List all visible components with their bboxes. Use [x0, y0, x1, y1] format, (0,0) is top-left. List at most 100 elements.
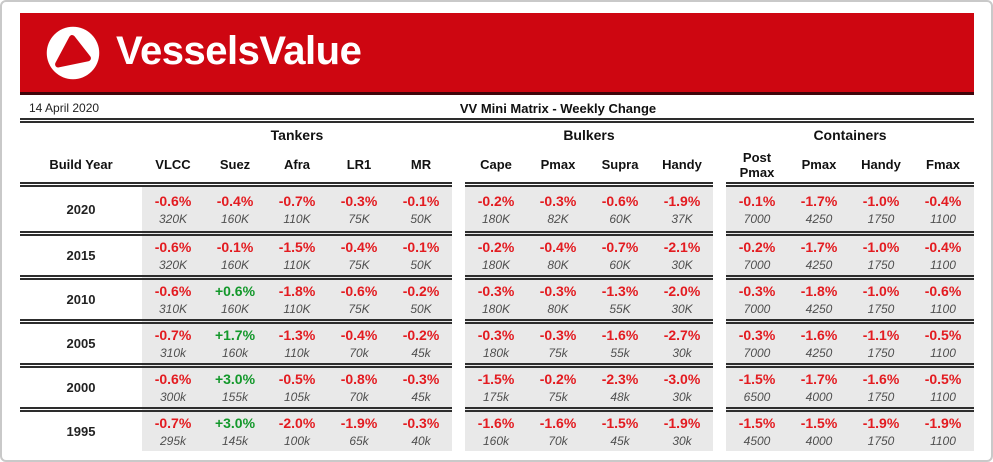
vessel-size-value: 70k: [349, 346, 369, 360]
matrix-cell: -1.8% 110K: [266, 275, 328, 319]
weekly-change-value: -1.5%: [477, 371, 515, 387]
matrix-cell: -0.7% 310k: [142, 319, 204, 363]
vessel-size-value: 7000: [743, 302, 771, 316]
build-year-cell: 1995: [20, 407, 142, 451]
vessel-size-value: 48k: [610, 390, 630, 404]
vessel-size-value: 45k: [411, 390, 431, 404]
matrix-cell: -2.0% 100k: [266, 407, 328, 451]
weekly-change-value: -2.7%: [663, 327, 701, 343]
vessel-size-value: 7000: [743, 258, 771, 272]
build-year-cell: 2015: [20, 231, 142, 275]
column-header-mr: MR: [390, 147, 452, 187]
matrix-cell: -1.6% 160k: [465, 407, 527, 451]
weekly-change-value: -0.3%: [340, 192, 378, 209]
brand-banner: VesselsValue: [20, 13, 974, 95]
vessel-size-value: 45k: [610, 434, 630, 448]
weekly-change-value: -0.5%: [924, 327, 962, 343]
matrix-cell: -3.0% 30k: [651, 363, 713, 407]
column-header-lr1: LR1: [328, 147, 390, 187]
matrix-cell: -1.6% 55k: [589, 319, 651, 363]
matrix-cell: -0.3% 45k: [390, 363, 452, 407]
matrix-cell: -1.5% 4500: [726, 407, 788, 451]
column-gap: [452, 147, 465, 187]
matrix-cell: -1.7% 4250: [788, 187, 850, 231]
vessel-size-value: 4500: [743, 434, 771, 448]
vessel-size-value: 75K: [348, 211, 370, 226]
matrix-cell: -0.7% 60K: [589, 231, 651, 275]
build-year-cell: 2020: [20, 187, 142, 231]
matrix-cell: -0.2% 45k: [390, 319, 452, 363]
column-gap: [713, 363, 726, 407]
matrix-cell: -0.3% 75K: [328, 187, 390, 231]
weekly-change-value: -0.6%: [154, 239, 192, 255]
weekly-change-value: -2.1%: [663, 239, 701, 255]
weekly-change-value: -1.7%: [800, 371, 838, 387]
matrix-cell: -0.6% 320K: [142, 231, 204, 275]
weekly-change-value: -0.6%: [601, 192, 639, 209]
vessel-size-value: 65k: [349, 434, 369, 448]
weekly-change-value: -0.8%: [340, 371, 378, 387]
column-header-afra: Afra: [266, 147, 328, 187]
vessel-size-value: 37K: [671, 211, 693, 226]
weekly-change-value: -1.9%: [924, 415, 962, 431]
vessel-size-value: 30k: [672, 434, 692, 448]
weekly-change-value: -1.8%: [278, 283, 316, 299]
matrix-cell: -0.3% 180k: [465, 319, 527, 363]
vessel-size-value: 1100: [930, 434, 956, 448]
vessel-size-value: 75K: [348, 258, 370, 272]
column-gap: [713, 407, 726, 451]
group-header-tankers: Tankers: [270, 127, 324, 143]
matrix-cell: -0.3% 7000: [726, 319, 788, 363]
vessel-size-value: 110k: [284, 346, 310, 360]
weekly-change-value: -1.7%: [800, 239, 838, 255]
play-triangle-icon: [45, 25, 101, 81]
vessel-size-value: 4250: [805, 258, 833, 272]
matrix-cell: +3.0% 145k: [204, 407, 266, 451]
column-header-cape: Cape: [465, 147, 527, 187]
matrix-cell: -0.7% 110K: [266, 187, 328, 231]
build-year-cell: 2000: [20, 363, 142, 407]
vessel-size-value: 300k: [159, 390, 187, 404]
vessel-size-value: 1750: [867, 211, 895, 226]
column-header-pmax: Pmax: [527, 147, 589, 187]
matrix-cell: -0.6% 300k: [142, 363, 204, 407]
weekly-change-value: -0.2%: [402, 283, 440, 299]
matrix-cell: -0.3% 82K: [527, 187, 589, 231]
vessel-size-value: 50K: [410, 258, 432, 272]
column-header-handy: Handy: [651, 147, 713, 187]
vessel-size-value: 50K: [410, 302, 432, 316]
weekly-change-value: -0.1%: [738, 192, 776, 209]
weekly-change-value: -1.9%: [663, 415, 701, 431]
matrix-cell: -2.0% 30K: [651, 275, 713, 319]
weekly-change-value: -0.3%: [402, 371, 440, 387]
matrix-cell: -1.6% 4250: [788, 319, 850, 363]
vessel-size-value: 4250: [805, 302, 833, 316]
matrix-cell: -1.8% 4250: [788, 275, 850, 319]
report-date: 14 April 2020: [29, 101, 100, 115]
vessel-size-value: 60K: [609, 211, 631, 226]
weekly-change-value: -1.3%: [601, 283, 639, 299]
vessel-size-value: 80K: [547, 258, 569, 272]
matrix-cell: -1.9% 30k: [651, 407, 713, 451]
matrix-cell: -1.5% 45k: [589, 407, 651, 451]
weekly-change-value: -0.3%: [738, 283, 776, 299]
vessel-size-value: 1750: [867, 302, 895, 316]
matrix-cell: -0.4% 70k: [328, 319, 390, 363]
column-gap: [452, 275, 465, 319]
matrix-cell: -0.4% 160K: [204, 187, 266, 231]
column-gap: [452, 407, 465, 451]
vessel-size-value: 1750: [867, 346, 895, 360]
group-gap: [713, 123, 726, 147]
matrix-cell: -0.3% 75k: [527, 319, 589, 363]
vessel-size-value: 110K: [283, 258, 311, 272]
weekly-change-value: -2.0%: [663, 283, 701, 299]
weekly-change-value: -0.6%: [154, 371, 192, 387]
weekly-change-value: -1.3%: [278, 327, 316, 343]
matrix-cell: -0.2% 180K: [465, 187, 527, 231]
matrix-cell: -1.7% 4250: [788, 231, 850, 275]
weekly-change-value: -0.4%: [924, 239, 962, 255]
vessel-size-value: 110K: [283, 211, 311, 226]
vessel-size-value: 30k: [672, 346, 692, 360]
weekly-change-value: -1.8%: [800, 283, 838, 299]
matrix-cell: -1.6% 1750: [850, 363, 912, 407]
